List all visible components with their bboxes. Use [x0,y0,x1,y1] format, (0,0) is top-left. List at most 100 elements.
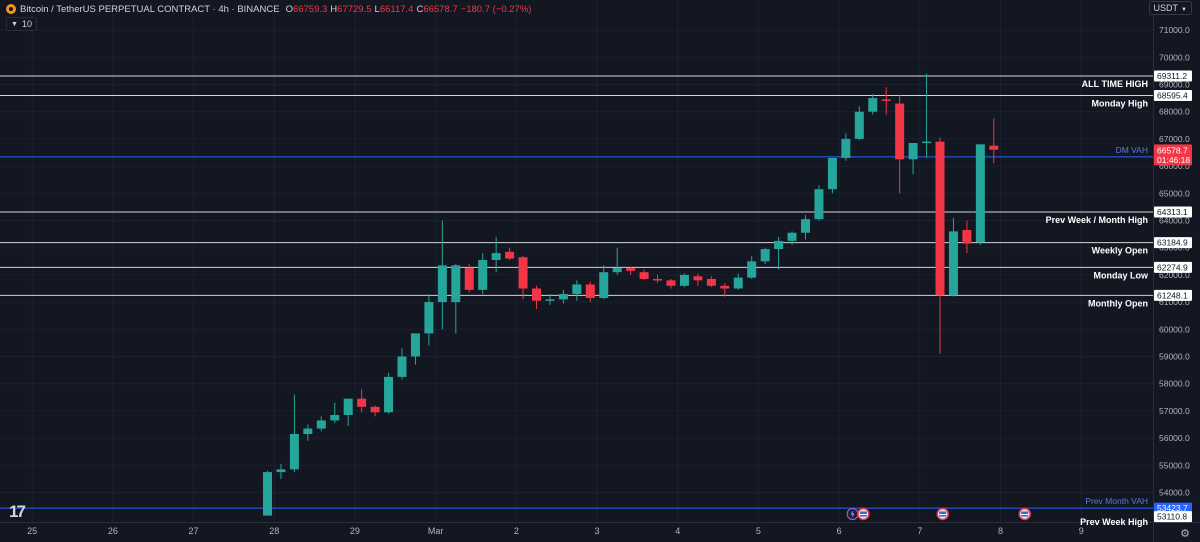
price-change: −180.7 (−0.27%) [460,3,532,15]
candle[interactable] [491,253,501,260]
candle[interactable] [639,272,649,279]
symbol-title[interactable]: Bitcoin / TetherUS PERPETUAL CONTRACT · … [20,3,280,15]
candle[interactable] [935,141,945,296]
candle[interactable] [357,398,367,407]
candle[interactable] [922,141,932,144]
level-price-tag-bg [1154,511,1192,523]
candle[interactable] [289,434,299,470]
flag-icon[interactable] [936,507,949,521]
ohlc-open: O66759.3 [285,3,328,15]
candle[interactable] [518,257,528,289]
candle[interactable] [612,268,622,273]
candle[interactable] [303,428,313,435]
candle[interactable] [814,189,824,220]
candle[interactable] [545,299,555,301]
candle[interactable] [666,280,676,286]
candle[interactable] [276,469,286,473]
candle[interactable] [330,414,340,421]
candle[interactable] [733,277,743,289]
vah-label: DM VAH [1116,145,1148,155]
candle[interactable] [881,99,891,101]
candle[interactable] [343,398,353,415]
candle[interactable] [948,231,958,296]
chevron-down-icon: ▼ [1181,7,1187,13]
candle[interactable] [464,268,474,290]
ohlc-low: L66117.4 [374,3,414,15]
level-price-tag-bg [1154,70,1192,82]
candle[interactable] [720,285,730,289]
level-price-tag-bg [1154,90,1192,102]
candle[interactable] [841,138,851,158]
level-label: Monday Low [1094,270,1149,280]
level-label: Monday High [1092,99,1149,109]
candle[interactable] [653,278,663,281]
vah-price-tag-bg [1154,502,1192,514]
candle[interactable] [747,261,757,278]
y-tick-label: 71000.0 [1159,25,1190,35]
ohlc-high: H67729.5 [330,3,372,15]
candle[interactable] [572,284,582,294]
level-price-tag: 63184.9 [1157,238,1188,248]
level-label: ALL TIME HIGH [1082,79,1148,89]
candle[interactable] [679,274,689,286]
candle[interactable] [397,356,407,377]
currency-selector[interactable]: USDT ▼ [1148,1,1192,15]
candle[interactable] [989,145,999,150]
candle[interactable] [451,265,461,303]
candle[interactable] [895,103,905,160]
candle[interactable] [626,268,636,271]
candle[interactable] [505,251,515,259]
candle[interactable] [868,98,878,112]
candle[interactable] [599,272,609,299]
y-tick-label: 55000.0 [1159,460,1190,470]
candle[interactable] [316,420,326,429]
candle[interactable] [908,142,918,160]
level-price-tag: 68595.4 [1157,91,1188,101]
flag-icon[interactable] [857,507,870,521]
candle[interactable] [532,288,541,301]
chart-header: Bitcoin / TetherUS PERPETUAL CONTRACT · … [6,2,531,16]
candle[interactable] [693,276,703,281]
y-tick-label: 70000.0 [1159,52,1190,62]
y-tick-label: 65000.0 [1159,188,1190,198]
candle[interactable] [760,249,770,262]
candle[interactable] [384,376,394,413]
level-price-tag-bg [1154,261,1192,273]
candle-countdown: 01:46:18 [1157,155,1190,165]
level-price-tag: 61248.1 [1157,290,1188,300]
x-tick-label: 8 [998,526,1003,536]
x-tick-label: 2 [514,526,519,536]
candle[interactable] [787,232,797,241]
candle[interactable] [585,284,595,299]
y-tick-label: 64000.0 [1159,216,1190,226]
candle[interactable] [558,293,568,300]
candle[interactable] [424,302,434,334]
x-tick-label: 7 [917,526,922,536]
candle[interactable] [975,144,985,243]
candle[interactable] [706,278,716,286]
candle[interactable] [827,157,837,190]
candle[interactable] [854,111,864,139]
x-tick-label: 5 [756,526,761,536]
gear-icon[interactable]: ⚙ [1180,528,1190,540]
flag-icon[interactable] [1018,507,1031,521]
candle[interactable] [962,230,972,244]
candle[interactable] [774,240,784,250]
y-tick-label: 68000.0 [1159,107,1190,117]
candle[interactable] [801,219,810,233]
lightning-icon[interactable] [846,508,859,520]
candle[interactable] [437,265,447,303]
candle[interactable] [370,406,380,413]
y-tick-label: 62000.0 [1159,270,1190,280]
level-label: Prev Week / Month High [1046,215,1148,225]
level-label: Weekly Open [1092,246,1148,256]
x-tick-label: 29 [350,526,360,536]
candle[interactable] [478,259,488,290]
candle[interactable] [263,472,272,516]
indicator-count: 10 [21,19,32,29]
candle[interactable] [410,333,420,357]
vah-label: Prev Month VAH [1085,496,1148,506]
y-tick-label: 58000.0 [1159,379,1190,389]
indicator-toggle[interactable]: ▼ 10 [6,17,37,31]
